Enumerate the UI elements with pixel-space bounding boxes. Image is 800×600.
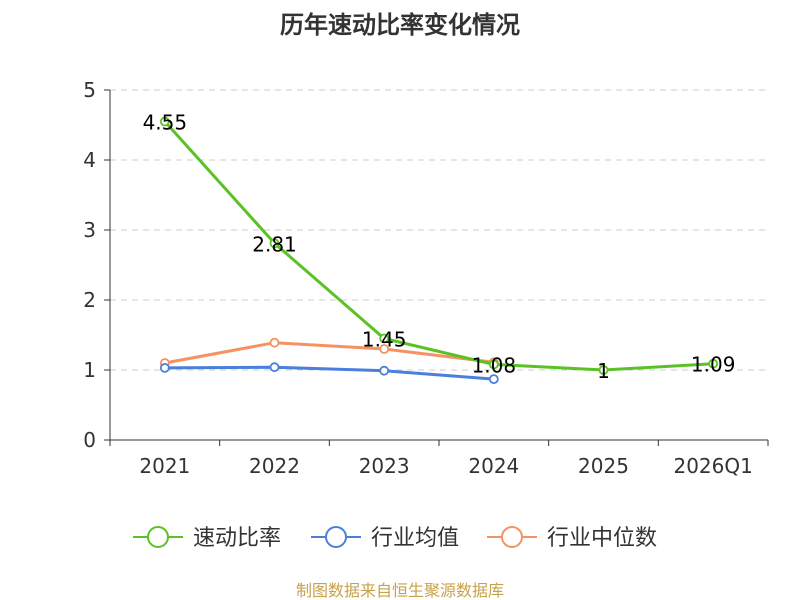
legend-label: 行业均值: [371, 526, 459, 551]
data-point: [159, 362, 170, 373]
data-point: [379, 365, 390, 376]
data-point: [488, 374, 499, 385]
series-line: [164, 341, 495, 365]
x-tick-label: 2025: [578, 454, 629, 478]
data-point: [379, 333, 390, 344]
data-point: [379, 344, 390, 354]
x-tick-label: 2022: [249, 454, 300, 478]
y-tick-label: 5: [83, 78, 96, 102]
legend-item[interactable]: 行业均值: [311, 526, 459, 551]
data-label: 2.81: [252, 232, 297, 256]
data-point: [159, 116, 170, 127]
data-label: 1.09: [691, 353, 736, 377]
data-point: [598, 365, 609, 375]
y-tick-label: 1: [83, 358, 96, 382]
y-tick-label: 2: [83, 288, 96, 312]
data-point: [269, 362, 280, 373]
data-point: [269, 238, 280, 249]
grid: [110, 89, 768, 371]
y-tick-label: 3: [83, 218, 96, 242]
x-tick-label: 2026Q1: [673, 454, 752, 478]
y-tick-label: 4: [83, 148, 96, 172]
source-note: 制图数据来自恒生聚源数据库: [296, 581, 504, 600]
x-tick-label: 2024: [468, 454, 519, 478]
x-tick-label: 2023: [359, 454, 410, 478]
series-line: [164, 365, 494, 381]
series-1: [159, 362, 499, 385]
data-label: 1: [597, 359, 610, 383]
y-tick-label: 0: [83, 428, 96, 452]
legend: 速动比率 行业均值 行业中位数: [133, 526, 657, 551]
legend-item[interactable]: 行业中位数: [487, 526, 657, 551]
data-point: [708, 358, 719, 369]
data-point: [269, 337, 280, 348]
legend-label: 速动比率: [193, 526, 281, 551]
data-label: 1.45: [362, 328, 407, 352]
series-line: [163, 120, 714, 372]
legend-item[interactable]: 速动比率: [133, 526, 281, 551]
series-0: [159, 116, 719, 375]
data-point: [488, 359, 499, 370]
data-label: 4.55: [143, 111, 188, 135]
legend-label: 行业中位数: [547, 526, 657, 551]
legend-swatch-marker: [325, 526, 347, 548]
data-label: 1.08: [472, 353, 517, 377]
data-labels: 4.55 2.81 1.45 1.08 1 1.09: [143, 111, 736, 384]
chart-title: 历年速动比率变化情况: [280, 11, 520, 39]
plot-area: [159, 116, 719, 385]
axes: 0 1 2 3 4 5 2021 2022 2023 2024 2025 2026Q1: [83, 78, 769, 478]
legend-swatch-marker: [147, 526, 169, 548]
x-tick-label: 2021: [139, 454, 190, 478]
legend-swatch-marker: [501, 526, 523, 548]
